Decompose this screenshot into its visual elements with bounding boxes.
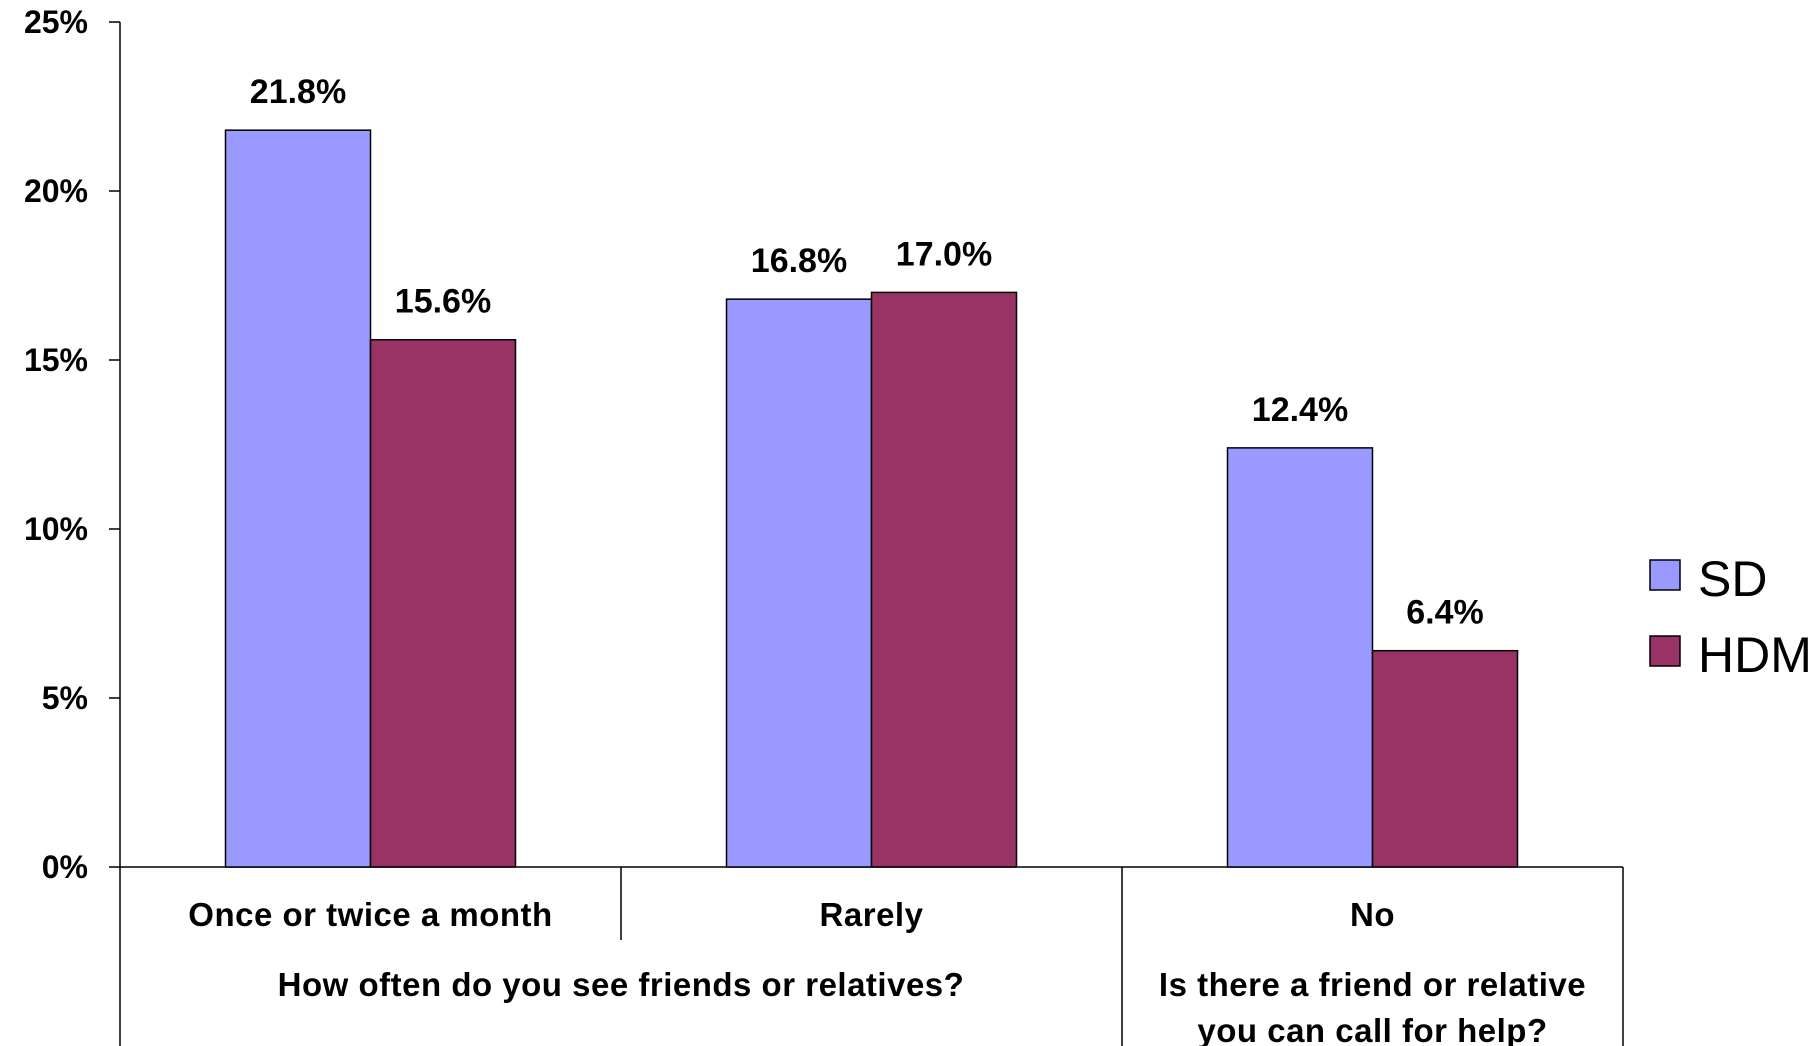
data-labels: 21.8% 16.8% 12.4% 15.6% 17.0% 6.4% <box>250 73 1484 632</box>
y-tick-label: 20% <box>24 173 88 209</box>
bar-sd-0 <box>224 129 372 868</box>
y-tick-label: 10% <box>24 511 88 547</box>
category-labels: Once or twice a month Rarely No How often d… <box>188 896 1586 1046</box>
legend-label: HDM <box>1698 627 1812 683</box>
bar-hdm-1 <box>870 291 1018 868</box>
y-tick-label: 15% <box>24 342 88 378</box>
bars <box>224 129 1519 868</box>
legend: SD HDM <box>1649 551 1812 683</box>
y-tick-label: 25% <box>24 4 88 40</box>
legend-swatch-sd <box>1649 559 1681 591</box>
y-tick-label: 0% <box>42 849 88 885</box>
y-tick-label: 5% <box>42 680 88 716</box>
data-label: 17.0% <box>896 235 992 273</box>
data-label: 21.8% <box>250 73 346 111</box>
bar-hdm-2 <box>1371 649 1519 868</box>
bar-hdm-0 <box>369 338 517 868</box>
category-label: Rarely <box>820 896 924 933</box>
data-label: 12.4% <box>1252 391 1348 429</box>
data-label: 16.8% <box>751 242 847 280</box>
group-label: How often do you see friends or relative… <box>278 966 965 1003</box>
bar-sd-2 <box>1226 447 1374 868</box>
data-label: 6.4% <box>1406 594 1484 632</box>
group-label: you can call for help? <box>1197 1012 1547 1046</box>
category-label: No <box>1350 896 1395 933</box>
legend-label: SD <box>1698 551 1767 607</box>
bar-sd-1 <box>725 298 873 868</box>
group-label: Is there a friend or relative <box>1159 966 1586 1003</box>
axes: 0% 5% 10% 15% 20% 25% <box>24 4 1624 1046</box>
category-label: Once or twice a month <box>188 896 552 933</box>
data-label: 15.6% <box>395 283 491 321</box>
legend-swatch-hdm <box>1649 635 1681 667</box>
